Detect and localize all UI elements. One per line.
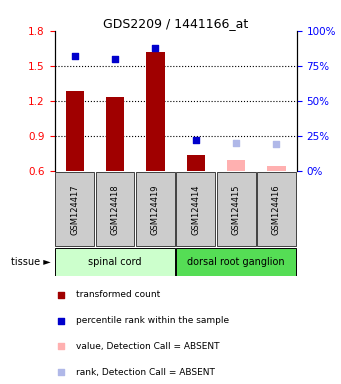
Bar [187,154,205,171]
Point [72,53,77,59]
Title: GDS2209 / 1441166_at: GDS2209 / 1441166_at [103,17,248,30]
Bar [257,172,296,246]
Text: tissue ►: tissue ► [11,257,51,267]
Text: rank, Detection Call = ABSENT: rank, Detection Call = ABSENT [76,368,215,377]
Point [58,369,63,376]
Bar [227,161,245,171]
Text: GSM124415: GSM124415 [232,184,241,235]
Text: GSM124414: GSM124414 [191,184,200,235]
Point [233,140,239,146]
Bar [136,172,175,246]
Bar [55,172,94,246]
Bar [106,97,124,171]
Point [193,137,198,143]
Bar [267,166,285,171]
Text: GSM124417: GSM124417 [70,184,79,235]
Text: spinal cord: spinal cord [88,257,142,267]
Text: value, Detection Call = ABSENT: value, Detection Call = ABSENT [76,342,219,351]
Text: transformed count: transformed count [76,290,160,299]
Text: GSM124418: GSM124418 [110,184,120,235]
Text: dorsal root ganglion: dorsal root ganglion [187,257,285,267]
Point [274,141,279,147]
Point [153,45,158,51]
Bar [66,91,84,171]
Text: GSM124419: GSM124419 [151,184,160,235]
Point [58,291,63,298]
Bar [176,172,215,246]
Text: GSM124416: GSM124416 [272,184,281,235]
Bar [146,52,164,171]
Point [58,318,63,324]
Bar [176,248,296,276]
Text: percentile rank within the sample: percentile rank within the sample [76,316,229,325]
Bar [96,172,134,246]
Bar [55,248,175,276]
Point [58,343,63,349]
Point [113,56,118,62]
Bar [217,172,255,246]
